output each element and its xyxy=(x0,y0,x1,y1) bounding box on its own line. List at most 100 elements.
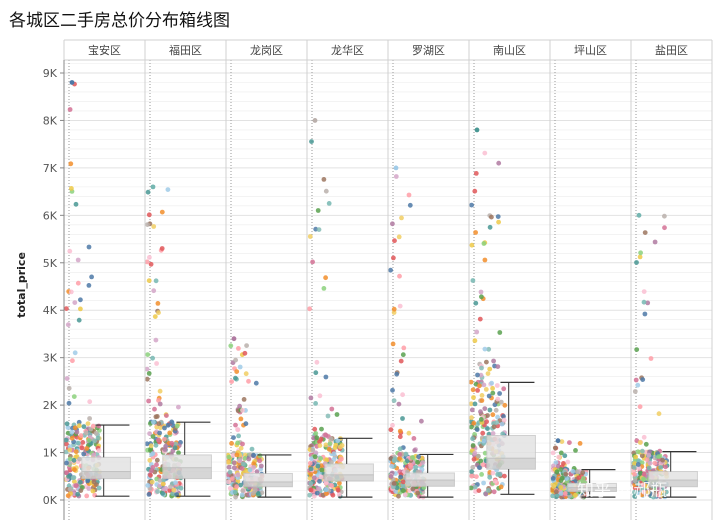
box-upper xyxy=(81,456,131,473)
data-point xyxy=(63,437,69,443)
data-point xyxy=(498,484,504,490)
data-point xyxy=(482,346,488,352)
data-point xyxy=(66,474,71,479)
data-point xyxy=(89,274,94,280)
data-point xyxy=(635,462,641,467)
data-point xyxy=(652,239,658,245)
data-point xyxy=(326,201,332,206)
outlier-point xyxy=(636,212,642,218)
data-point xyxy=(397,446,403,452)
data-point xyxy=(164,413,169,418)
y-tick-label: 5K xyxy=(43,257,58,270)
y-tick-label: 9K xyxy=(43,67,58,80)
data-point xyxy=(238,482,244,488)
data-point xyxy=(496,160,502,166)
box-lower xyxy=(81,471,131,480)
data-point xyxy=(501,386,507,392)
data-point xyxy=(65,493,71,499)
data-point xyxy=(72,467,77,473)
data-point xyxy=(236,433,242,439)
data-point xyxy=(229,441,235,446)
data-point xyxy=(321,177,327,182)
data-point xyxy=(648,356,654,361)
data-point xyxy=(235,440,241,446)
data-point xyxy=(632,471,637,477)
data-point xyxy=(176,404,181,410)
data-point xyxy=(400,392,405,398)
data-point xyxy=(226,479,232,485)
data-point xyxy=(307,492,312,498)
data-point xyxy=(323,374,329,380)
data-point xyxy=(323,487,329,493)
data-point xyxy=(471,420,477,426)
data-point xyxy=(64,441,69,447)
data-point xyxy=(563,471,569,477)
data-point xyxy=(388,474,394,479)
data-point xyxy=(559,475,565,481)
data-point xyxy=(468,401,474,407)
data-point xyxy=(641,471,647,477)
data-point xyxy=(319,426,324,432)
data-point xyxy=(480,430,486,436)
data-point xyxy=(326,446,332,452)
data-point xyxy=(67,447,73,453)
data-point xyxy=(154,414,160,419)
data-point xyxy=(396,234,402,240)
data-point xyxy=(317,393,323,399)
data-point xyxy=(339,456,344,462)
panel-label-5: 南山区 xyxy=(493,44,526,57)
data-point xyxy=(67,248,73,254)
data-point xyxy=(403,451,409,457)
outlier-point xyxy=(231,336,237,342)
data-point xyxy=(550,493,556,499)
data-point xyxy=(243,421,249,427)
data-point xyxy=(316,227,322,233)
data-point xyxy=(87,399,93,405)
data-point xyxy=(328,436,334,442)
data-point xyxy=(307,475,313,481)
watermark: 知乎 @郝瓶 xyxy=(577,481,667,501)
data-point xyxy=(310,259,315,265)
data-point xyxy=(479,365,484,371)
data-point xyxy=(639,460,645,466)
data-point xyxy=(476,488,482,493)
data-point xyxy=(337,480,342,486)
data-point xyxy=(643,441,649,447)
data-point xyxy=(495,414,500,420)
data-point xyxy=(398,474,404,480)
data-point xyxy=(482,257,488,263)
outlier-point xyxy=(474,127,480,133)
data-point xyxy=(145,352,151,357)
data-point xyxy=(154,361,160,366)
data-point xyxy=(78,297,83,303)
data-point xyxy=(237,458,243,464)
data-point xyxy=(234,369,240,374)
data-point xyxy=(567,440,572,445)
y-tick-label: 8K xyxy=(43,114,58,127)
data-point xyxy=(642,311,648,317)
data-point xyxy=(491,358,496,364)
data-point xyxy=(641,476,646,482)
data-point xyxy=(253,380,259,386)
data-point xyxy=(479,393,485,398)
data-point xyxy=(167,430,173,436)
data-point xyxy=(397,452,403,457)
data-point xyxy=(168,484,173,490)
data-point xyxy=(411,436,417,441)
data-point xyxy=(400,352,406,358)
data-point xyxy=(233,494,239,500)
data-point xyxy=(478,409,483,415)
data-point xyxy=(307,460,313,466)
data-point xyxy=(311,493,317,499)
data-point xyxy=(157,478,163,483)
data-point xyxy=(468,379,474,385)
data-point xyxy=(406,192,412,198)
data-point xyxy=(478,458,484,464)
data-point xyxy=(640,377,646,382)
data-point xyxy=(81,424,87,429)
box-upper xyxy=(324,463,374,476)
data-point xyxy=(241,397,247,402)
data-point xyxy=(247,467,253,473)
data-point xyxy=(413,464,419,470)
data-point xyxy=(227,469,233,475)
